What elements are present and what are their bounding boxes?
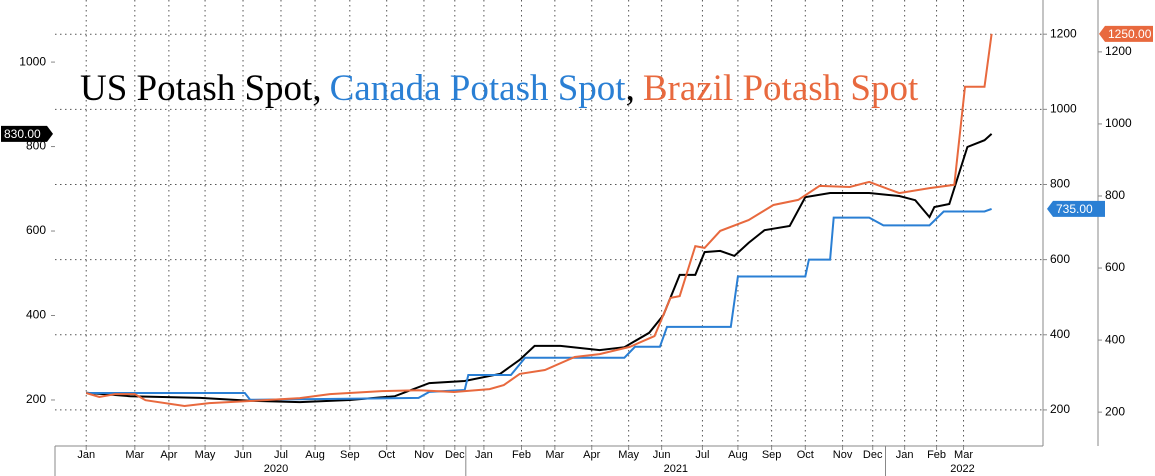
y-tick-label: 1000 (19, 54, 46, 68)
x-tick-label: Sep (762, 449, 782, 461)
chart-title: US Potash Spot, Canada Potash Spot, Brazil… (80, 68, 919, 109)
y-tick-label: 600 (26, 223, 46, 237)
x-tick-label: Jan (77, 449, 95, 461)
x-tick-label: Mar (125, 449, 144, 461)
legend-entry: US Potash Spot (80, 68, 313, 109)
x-tick-label: Feb (512, 449, 531, 461)
x-tick-label: Jan (475, 449, 493, 461)
end-label-box (1099, 25, 1153, 42)
y3-tick-label: 200 (1105, 404, 1125, 418)
end-label: 1250.00 (1099, 25, 1153, 42)
x-tick-label: Jan (896, 449, 914, 461)
x-tick-label: Nov (414, 449, 434, 461)
x-tick-label: Sep (340, 449, 360, 461)
end-label-text: 830.00 (4, 127, 41, 141)
end-label: 735.00 (1047, 200, 1105, 217)
x-tick-label: May (618, 449, 639, 461)
y2-tick-label: 400 (1050, 327, 1070, 341)
end-label: 830.00 (1, 125, 53, 142)
x-tick-label: Dec (445, 449, 465, 461)
x-group-label: 2020 (264, 463, 288, 475)
y2-tick-label: 200 (1050, 402, 1070, 416)
x-tick-label: Apr (583, 449, 600, 461)
x-tick-label: Oct (797, 449, 814, 461)
y2-tick-label: 1000 (1050, 102, 1077, 116)
x-tick-label: Feb (927, 449, 946, 461)
legend-entry: Canada Potash Spot (330, 68, 627, 109)
series-line (86, 133, 993, 404)
y3-tick-label: 400 (1105, 332, 1125, 346)
end-label-box (1, 125, 53, 142)
y-tick-label: 200 (26, 392, 46, 406)
x-tick-label: Mar (954, 449, 973, 461)
legend-entry: Brazil Potash Spot (643, 68, 919, 109)
title-separator: , (626, 68, 635, 109)
x-tick-label: Apr (160, 449, 177, 461)
x-tick-label: Mar (545, 449, 564, 461)
y3-tick-label: 800 (1105, 188, 1125, 202)
x-tick-label: Jun (653, 449, 671, 461)
end-label-text: 1250.00 (1108, 27, 1152, 41)
x-group-label: 2022 (950, 463, 974, 475)
y2-tick-label: 1200 (1050, 26, 1077, 40)
y3-tick-label: 600 (1105, 260, 1125, 274)
y2-tick-label: 800 (1050, 177, 1070, 191)
y-tick-label: 800 (26, 139, 46, 153)
end-label-text: 735.00 (1056, 202, 1093, 216)
x-tick-label: Aug (728, 449, 748, 461)
end-label-box (1047, 200, 1105, 217)
x-tick-label: Jul (274, 449, 288, 461)
x-group-label: 2021 (664, 463, 688, 475)
x-tick-label: Aug (305, 449, 325, 461)
x-tick-label: Oct (378, 449, 395, 461)
x-tick-label: Jul (695, 449, 709, 461)
y-tick-label: 400 (26, 308, 46, 322)
y2-tick-label: 600 (1050, 252, 1070, 266)
title-separator: , (312, 68, 321, 109)
series-line (85, 33, 993, 408)
x-tick-label: May (195, 449, 216, 461)
y3-tick-label: 1200 (1105, 44, 1132, 58)
y3-tick-label: 1000 (1105, 116, 1132, 130)
series-line (86, 207, 992, 401)
x-tick-label: Jun (234, 449, 252, 461)
x-tick-label: Nov (833, 449, 853, 461)
x-tick-label: Dec (863, 449, 883, 461)
